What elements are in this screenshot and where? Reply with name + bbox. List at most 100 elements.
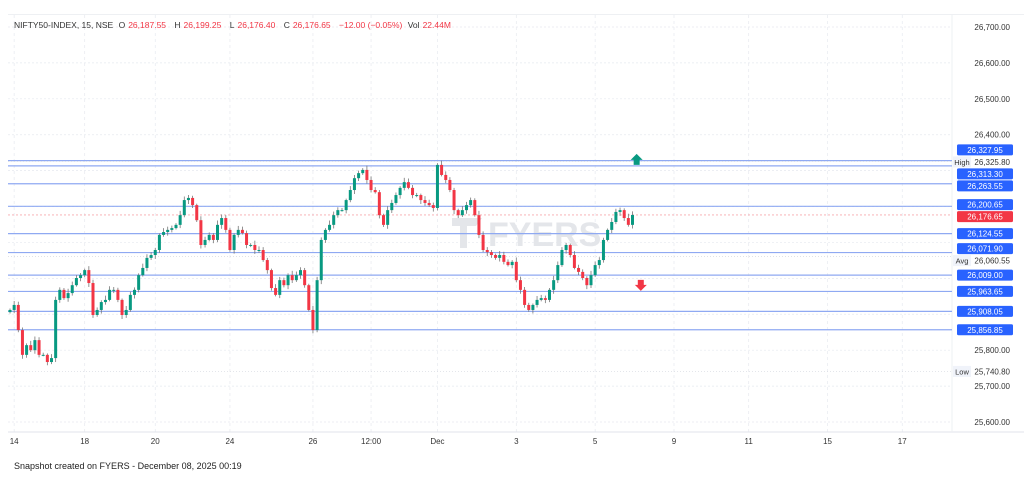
symbol-label[interactable]: NIFTY50-INDEX, 15, NSE (14, 20, 114, 30)
candle-down (514, 257, 518, 283)
candle-up (216, 220, 219, 243)
level-price-badge: 26,124.55 (967, 230, 1003, 239)
high-label: H (174, 20, 181, 30)
candle-down (87, 266, 91, 287)
low-label: L (229, 20, 235, 30)
vol-label: Vol (407, 20, 420, 30)
candle-up (174, 223, 178, 230)
candle-up (25, 343, 29, 358)
candle-down (261, 247, 265, 262)
candle-body (435, 164, 439, 208)
candle-body (581, 271, 585, 279)
candle-up (232, 233, 236, 254)
candle-down (585, 276, 589, 290)
candle-body (365, 169, 369, 180)
candle-body (74, 278, 78, 286)
candle-down (452, 187, 456, 215)
candle-up (361, 168, 365, 175)
watermark-text: FYERS (488, 216, 601, 254)
candle-up (182, 196, 186, 218)
candle-body (398, 187, 402, 196)
candle-up (12, 300, 16, 314)
candle-up (315, 276, 319, 333)
fyers-watermark-logo: FYERS (452, 216, 601, 254)
candle-up (394, 192, 398, 205)
candle-down (502, 251, 506, 265)
candle-down (626, 213, 630, 227)
candle-body (610, 221, 614, 230)
candle-down (406, 178, 410, 190)
candle-up (170, 225, 174, 233)
candle-down (518, 276, 522, 294)
candle-down (91, 279, 95, 318)
candle-up (597, 257, 601, 269)
candle-down (191, 195, 195, 208)
candle-body (510, 261, 514, 266)
candle-body (37, 340, 41, 355)
candle-up (220, 214, 224, 229)
stat-value-high: 26,325.80 (974, 158, 1010, 167)
candle-body (290, 275, 294, 281)
candle-body (91, 283, 95, 315)
candle-body (589, 275, 593, 286)
level-price-badge-bg (957, 305, 1013, 317)
candle-up (560, 247, 564, 267)
candle-up (70, 281, 74, 296)
candle-body (87, 270, 91, 284)
candle-down (572, 251, 576, 270)
x-tick-label: 5 (593, 437, 598, 446)
candle-down (419, 193, 423, 205)
candle-body (427, 202, 431, 206)
candle-body (240, 229, 244, 234)
candle-down (365, 165, 369, 184)
candle-up (128, 291, 132, 312)
x-tick-label: 3 (514, 437, 519, 446)
candle-body (572, 255, 576, 268)
candle-down (269, 268, 273, 291)
candle-body (431, 205, 435, 208)
candle-body (307, 285, 311, 310)
candle-body (182, 200, 186, 216)
candle-up (278, 276, 282, 299)
candle-up (50, 354, 53, 365)
candle-body (103, 299, 107, 303)
candle-down (195, 203, 199, 222)
candle-body (33, 340, 37, 351)
candle-body (448, 179, 452, 191)
candle-up (328, 220, 332, 232)
candle-body (394, 195, 398, 203)
candle-down (311, 306, 315, 334)
candle-body (83, 270, 87, 276)
candle-down (120, 298, 124, 319)
candle-body (548, 289, 551, 300)
candle-body (95, 309, 99, 315)
candle-up (618, 207, 622, 216)
level-price-badge: 25,856.85 (967, 326, 1003, 335)
candle-up (124, 306, 128, 318)
candle-body (315, 280, 319, 331)
close-label: C (283, 20, 290, 30)
candle-body (12, 304, 16, 310)
level-price-badge: 26,009.00 (967, 271, 1003, 280)
candle-up (286, 273, 290, 290)
candle-body (481, 234, 485, 250)
candle-up (133, 287, 136, 299)
y-tick-label: 26,700.00 (974, 23, 1010, 32)
candle-down (228, 227, 232, 252)
candle-down (431, 202, 435, 212)
candle-body (440, 164, 444, 175)
candle-up (402, 177, 406, 191)
x-tick-label: Dec (430, 437, 444, 446)
candle-body (54, 299, 58, 359)
candle-up (435, 163, 439, 211)
candle-down (427, 199, 431, 207)
candle-up (66, 288, 70, 302)
x-tick-label: 17 (898, 437, 907, 446)
candle-body (41, 354, 45, 356)
candle-up (340, 207, 344, 212)
candle-body (357, 173, 361, 179)
candle-body (261, 249, 265, 261)
chart-frame[interactable] (8, 14, 1024, 455)
candle-up (83, 268, 87, 278)
